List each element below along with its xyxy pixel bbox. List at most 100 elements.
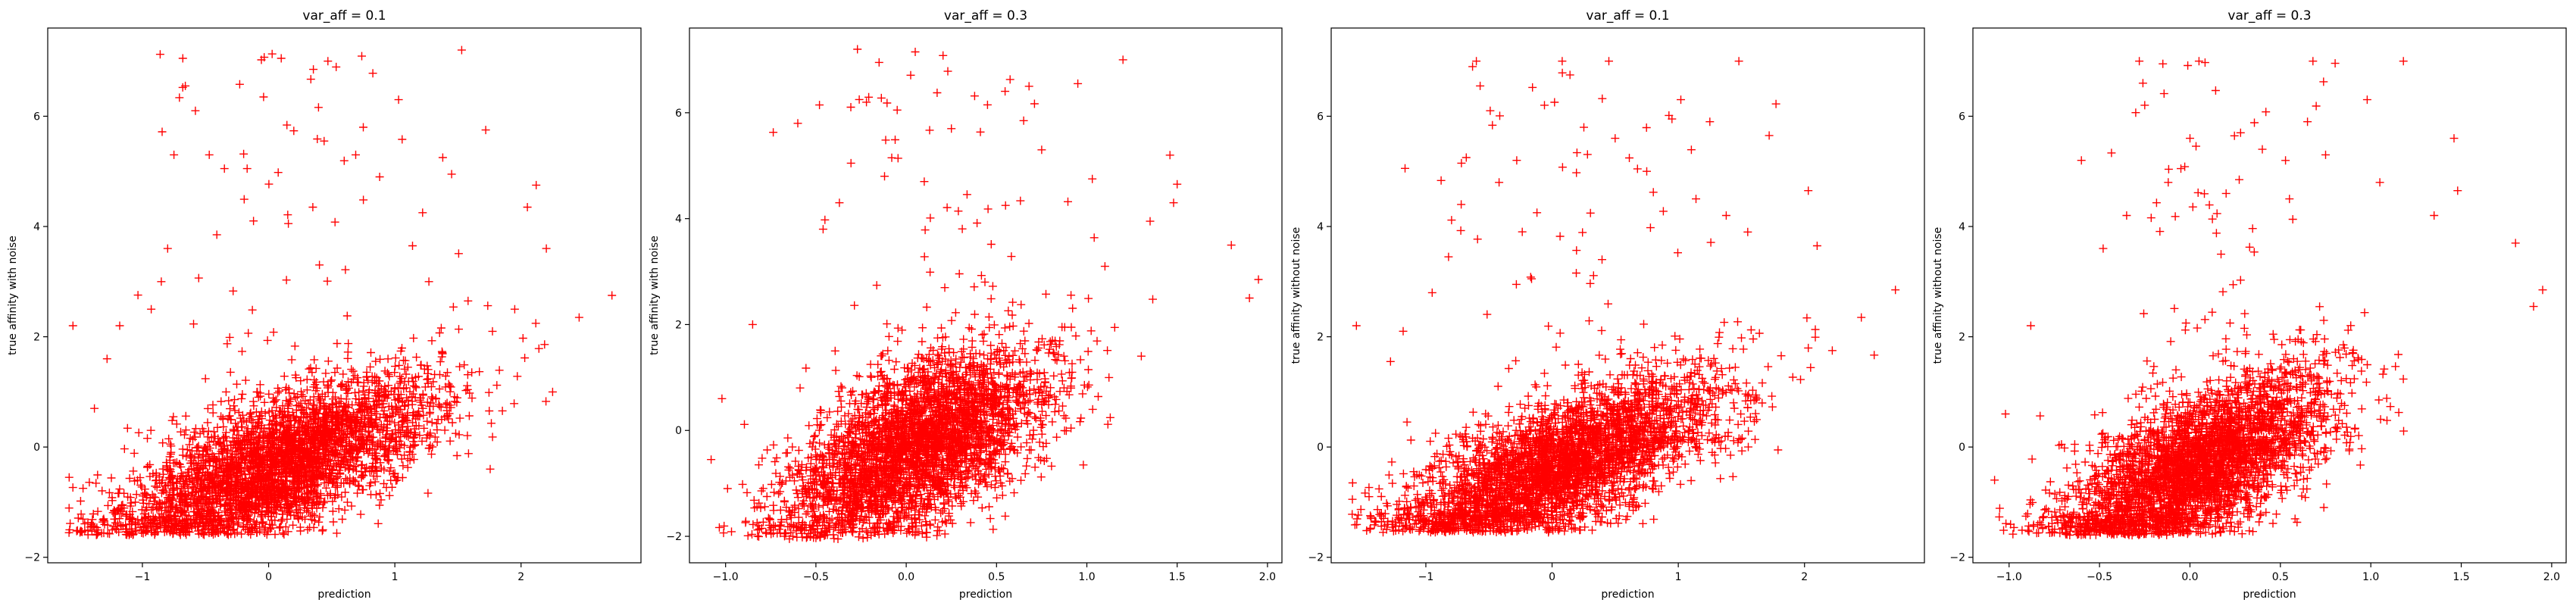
data-point	[249, 306, 257, 314]
data-point	[1068, 304, 1077, 313]
data-point	[259, 520, 267, 528]
x-tick-label: −1	[135, 571, 151, 583]
data-point	[430, 370, 439, 379]
data-point	[204, 404, 212, 413]
data-point	[444, 414, 452, 423]
data-point	[191, 107, 199, 115]
x-tick-label: 0	[265, 571, 272, 583]
data-point	[324, 57, 332, 65]
data-point	[391, 362, 399, 370]
data-point	[314, 103, 323, 111]
data-point	[740, 420, 749, 429]
data-point	[195, 442, 203, 450]
data-point	[763, 492, 771, 501]
data-point	[283, 276, 291, 284]
data-point	[542, 245, 551, 253]
data-point	[978, 504, 986, 512]
data-point	[780, 498, 789, 506]
data-point	[333, 339, 341, 348]
data-point	[164, 435, 173, 443]
data-point	[237, 530, 245, 539]
data-point	[453, 451, 461, 460]
data-point	[182, 426, 190, 434]
data-point	[131, 498, 139, 507]
data-point	[532, 181, 540, 189]
data-point	[310, 376, 318, 384]
data-point	[217, 398, 225, 406]
data-point	[318, 526, 327, 535]
data-point	[443, 368, 452, 376]
data-point	[410, 382, 418, 390]
data-point	[93, 471, 102, 479]
data-point	[324, 357, 333, 365]
data-point	[399, 461, 407, 470]
x-axis-label: prediction	[317, 589, 370, 601]
data-point	[204, 418, 212, 426]
data-point	[986, 514, 995, 523]
data-point	[69, 322, 77, 330]
data-point	[99, 516, 108, 524]
data-point	[79, 484, 87, 492]
data-point	[227, 368, 235, 376]
data-point	[385, 373, 393, 381]
data-point	[347, 365, 355, 373]
data-point	[333, 529, 341, 537]
data-point	[158, 128, 167, 136]
data-point	[352, 151, 360, 159]
data-point	[237, 423, 245, 431]
data-point	[482, 126, 490, 134]
data-point	[310, 523, 318, 532]
data-point	[359, 471, 367, 479]
data-point	[739, 480, 747, 489]
data-point	[455, 325, 463, 333]
data-point	[134, 291, 142, 299]
data-point	[952, 308, 960, 317]
data-point	[449, 419, 457, 427]
data-point	[224, 397, 233, 405]
data-point	[331, 218, 339, 226]
data-point	[359, 123, 367, 132]
data-point	[436, 385, 444, 393]
data-point	[243, 164, 252, 173]
data-point	[1072, 332, 1080, 340]
data-point	[278, 515, 286, 523]
data-point	[467, 368, 476, 376]
data-point	[367, 348, 375, 357]
data-point	[485, 389, 493, 397]
data-point	[309, 65, 317, 73]
data-point	[404, 464, 412, 472]
data-point	[449, 303, 458, 311]
data-point	[408, 242, 417, 250]
data-point	[195, 274, 203, 283]
data-point	[331, 368, 339, 376]
data-point	[283, 211, 292, 219]
data-point	[359, 387, 367, 395]
data-point	[179, 445, 187, 453]
data-point	[179, 55, 187, 63]
data-point	[998, 339, 1006, 348]
data-point	[222, 388, 230, 396]
data-point	[182, 412, 190, 420]
data-point	[460, 361, 468, 369]
data-point	[399, 356, 408, 364]
data-point	[485, 407, 493, 415]
data-point	[510, 399, 518, 408]
data-point	[958, 353, 967, 361]
data-point	[1023, 439, 1031, 447]
data-point	[774, 489, 783, 498]
data-point	[98, 487, 106, 495]
data-point	[169, 413, 177, 421]
data-point	[511, 305, 519, 314]
data-point	[464, 449, 473, 458]
data-point	[324, 277, 332, 286]
data-point	[873, 281, 881, 289]
data-point	[115, 485, 123, 493]
data-point	[414, 412, 422, 420]
data-point	[946, 399, 955, 408]
data-point	[299, 392, 308, 401]
data-point	[985, 503, 993, 511]
data-point	[214, 423, 222, 432]
data-point	[1093, 337, 1102, 345]
data-point	[442, 372, 450, 380]
data-point	[1094, 392, 1102, 401]
